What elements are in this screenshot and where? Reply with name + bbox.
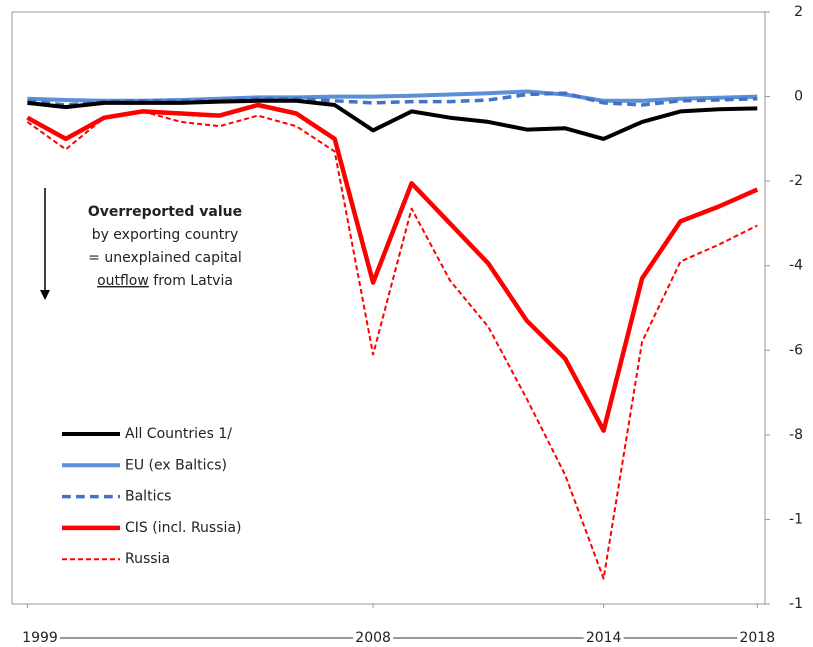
annotation-line: = unexplained capital	[88, 250, 242, 266]
annotation-title: Overreported value	[88, 204, 242, 220]
y-tick-label: -2	[789, 173, 803, 189]
legend-label: Russia	[125, 551, 170, 567]
series-line	[27, 98, 758, 141]
legend-label: EU (ex Baltics)	[125, 457, 227, 473]
legend-label: All Countries 1/	[125, 426, 232, 442]
y-tick-label: -1	[789, 511, 803, 527]
annotation-line: by exporting country	[92, 227, 239, 243]
y-tick-label: -1	[789, 596, 803, 612]
y-tick-label: 2	[794, 4, 803, 20]
legend-label: Baltics	[125, 489, 171, 505]
legend-label: CIS (incl. Russia)	[125, 520, 241, 536]
y-tick-label: -4	[789, 258, 803, 274]
x-tick-label: 2018	[739, 630, 775, 646]
y-tick-label: -8	[789, 427, 803, 443]
annotation-rest: from Latvia	[153, 273, 233, 289]
series-line	[26, 110, 758, 580]
x-tick-label: 2008	[355, 630, 391, 646]
x-tick-label: 1999	[22, 630, 58, 646]
annotation-line: outflow from Latvia	[97, 273, 233, 289]
series-line	[26, 102, 759, 433]
plot-frame	[11, 11, 766, 605]
y-tick-label: -6	[789, 342, 803, 358]
series-line	[27, 91, 758, 107]
series-line	[27, 89, 758, 103]
annotation-arrowhead	[40, 290, 50, 300]
y-tick-label: 0	[794, 89, 803, 105]
x-tick-label: 2014	[586, 630, 622, 646]
annotation-underlined: outflow	[97, 273, 149, 289]
